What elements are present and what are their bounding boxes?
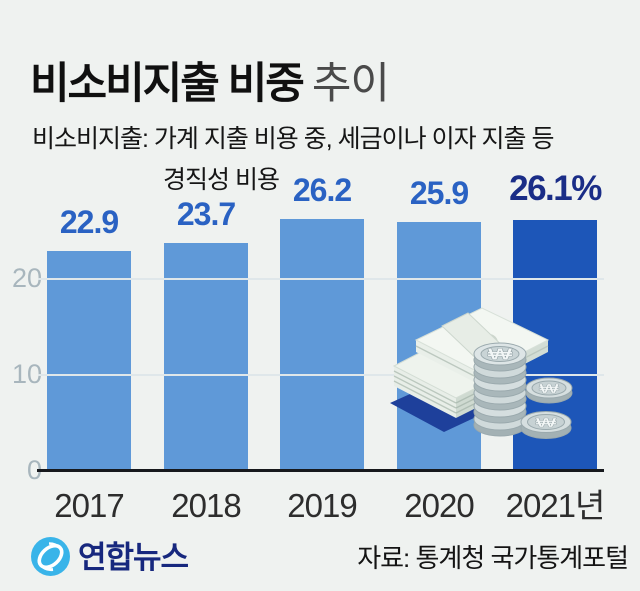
- bar-2018: [164, 243, 248, 471]
- value-label-2019: 26.2: [292, 172, 352, 208]
- x-axis-label-2021년: 2021년: [505, 487, 606, 524]
- value-label-2018: 23.7: [176, 196, 236, 232]
- y-axis-tick-10: 10: [11, 359, 42, 389]
- x-axis-line: [37, 469, 604, 472]
- bar-2017: [47, 251, 131, 471]
- page-title-main: 비소비지출 비중: [30, 59, 305, 108]
- won-symbol: ₩: [536, 415, 558, 430]
- page-title: 비소비지출 비중 추이: [30, 49, 390, 111]
- x-axis-label-2020: 2020: [404, 487, 474, 524]
- x-axis-label-2018: 2018: [171, 487, 241, 524]
- x-axis-label-2019: 2019: [287, 487, 357, 524]
- value-label-2021년: 26.1%: [509, 169, 602, 208]
- coin-loose-right: [525, 377, 573, 404]
- y-axis-tick-0: 0: [26, 455, 42, 485]
- coin-stack: [473, 342, 527, 437]
- value-label-2020: 25.9: [409, 175, 469, 211]
- won-symbol: ₩: [539, 381, 560, 396]
- yonhap-logo-icon: [31, 537, 70, 576]
- value-label-2017: 22.9: [59, 204, 119, 240]
- gridline-20: [38, 278, 604, 280]
- chart-description-line2: 경직성 비용: [163, 166, 280, 194]
- won-symbol: ₩: [488, 346, 513, 363]
- x-axis-label-2017: 2017: [54, 487, 124, 524]
- money-illustration: ₩: [390, 307, 573, 439]
- logo-text: 연합뉴스: [78, 540, 189, 575]
- coin-loose-bottom: [520, 411, 572, 439]
- chart-description-line1: 비소비지출: 가계 지출 비용 중, 세금이나 이자 지출 등: [32, 125, 554, 153]
- source-credit: 자료: 통계청 국가통계포털: [357, 543, 629, 573]
- bar-2019: [280, 219, 364, 471]
- y-axis-tick-20: 20: [11, 263, 42, 293]
- gridline-10: [38, 374, 604, 376]
- page-title-sub: 추이: [311, 59, 390, 108]
